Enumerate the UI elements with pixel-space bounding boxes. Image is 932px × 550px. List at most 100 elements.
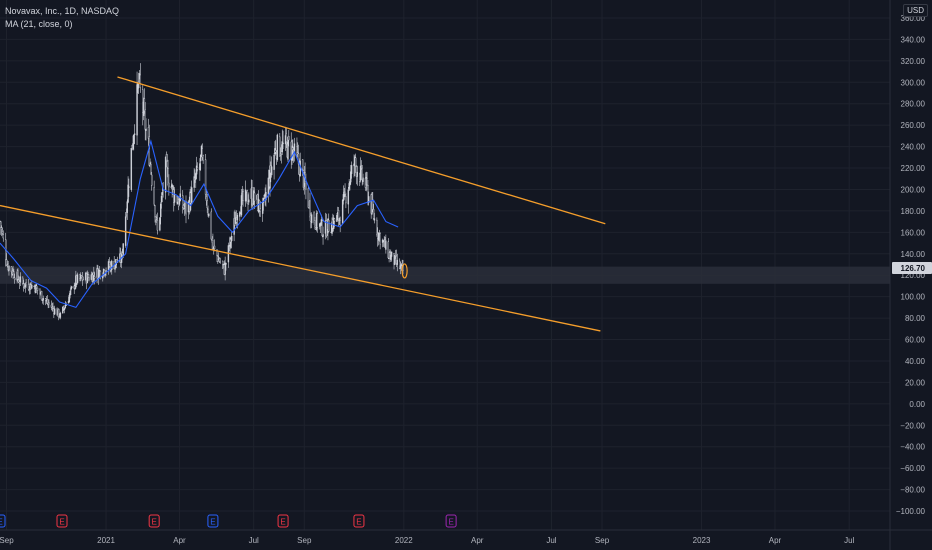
earnings-event-icon[interactable]: E: [207, 514, 219, 528]
candle-body: [314, 220, 316, 227]
candle-body: [195, 165, 198, 175]
x-tick-label: 2021: [97, 536, 115, 545]
symbol-title[interactable]: Novavax, Inc., 1D, NASDAQ: [5, 6, 120, 16]
candle-body: [390, 251, 393, 257]
candle-body: [81, 276, 84, 281]
candle-body: [373, 218, 376, 221]
candle-body: [204, 159, 207, 195]
candle-body: [321, 220, 323, 237]
candle-body: [67, 300, 70, 304]
candle-body: [22, 283, 25, 288]
candle-body: [151, 174, 153, 186]
candle-body: [310, 214, 313, 224]
candle-body: [199, 154, 202, 162]
earnings-event-label: E: [448, 518, 453, 527]
candle-body: [145, 128, 147, 131]
candle-body: [332, 217, 335, 230]
earnings-events[interactable]: EEEEEEE: [0, 514, 457, 528]
candle-body: [350, 171, 352, 183]
y-tick-label: −60.00: [900, 464, 925, 473]
y-tick-label: 280.00: [901, 100, 926, 109]
time-axis[interactable]: Sep 2021 Apr Jul Sep 2022 Apr Jul Sep 2023 Apr Jul: [0, 529, 932, 545]
candle-body: [53, 308, 56, 315]
candle-body: [93, 272, 95, 276]
earnings-event-icon[interactable]: E: [148, 514, 160, 528]
candle-body: [372, 209, 375, 219]
earnings-event-icon[interactable]: E: [353, 514, 365, 528]
candle-body: [336, 215, 338, 222]
candle-body: [354, 157, 357, 167]
x-tick-label: Sep: [595, 536, 610, 545]
candle-body: [160, 195, 163, 203]
candle-body: [229, 237, 231, 248]
candle-body: [236, 214, 239, 221]
candle-body: [239, 212, 241, 217]
y-tick-label: 340.00: [901, 35, 926, 44]
moving-average-series: [0, 139, 399, 309]
price-axis[interactable]: 360.00 340.00 320.00 300.00 280.00 260.00 240.…: [889, 0, 926, 550]
candle-body: [0, 227, 3, 230]
candle-body: [22, 277, 24, 284]
trendline-lower[interactable]: [0, 204, 601, 332]
chart-grid: [0, 0, 890, 530]
candle-body: [39, 289, 41, 295]
candle-body: [62, 307, 65, 309]
candle-body: [222, 263, 225, 266]
y-tick-label: 120.00: [901, 271, 926, 280]
candle-body: [275, 150, 277, 153]
candle-body: [288, 135, 290, 141]
candle-body: [359, 165, 362, 181]
earnings-event-icon[interactable]: E: [445, 514, 457, 528]
candle-body: [251, 187, 253, 205]
candle-body: [166, 161, 168, 168]
candle-body: [206, 200, 208, 209]
candle-body: [122, 243, 124, 255]
candle-body: [299, 160, 301, 177]
candle-body: [216, 249, 218, 256]
candle-body: [287, 137, 289, 160]
candle-body: [142, 89, 144, 113]
candle-body: [387, 241, 390, 259]
last-price-value: 126.70: [901, 264, 926, 273]
candle-body: [345, 196, 347, 204]
candle-body: [48, 302, 50, 305]
candle-body: [156, 219, 159, 231]
candle-body: [196, 167, 199, 170]
y-tick-label: 80.00: [905, 314, 926, 323]
candle-body: [342, 194, 345, 202]
earnings-event-label: E: [280, 518, 285, 527]
candle-body: [130, 148, 133, 190]
candle-body: [0, 221, 2, 228]
indicator-title[interactable]: MA (21, close, 0): [5, 19, 73, 29]
y-tick-label: 40.00: [905, 357, 926, 366]
candle-body: [154, 205, 156, 218]
low-marker-ellipse[interactable]: [401, 263, 408, 279]
x-tick-label: Apr: [471, 536, 484, 545]
candle-body: [262, 197, 265, 203]
trendlines[interactable]: [0, 76, 606, 332]
earnings-event-label: E: [210, 518, 215, 527]
candle-body: [395, 255, 398, 264]
candle-body: [347, 189, 350, 205]
earnings-event-icon[interactable]: E: [0, 514, 6, 528]
candle-body: [10, 266, 13, 272]
candle-body: [69, 290, 71, 296]
candle-body: [172, 187, 174, 189]
candle-body: [24, 283, 26, 288]
y-tick-label: 60.00: [905, 336, 926, 345]
trendline-upper[interactable]: [117, 76, 606, 225]
candle-body: [128, 186, 130, 188]
candle-body: [148, 136, 150, 166]
earnings-event-label: E: [356, 518, 361, 527]
candle-body: [361, 167, 363, 180]
candle-body: [36, 287, 39, 291]
earnings-event-icon[interactable]: E: [277, 514, 289, 528]
candle-body: [25, 282, 27, 286]
candle-body: [111, 260, 113, 270]
candle-body: [173, 194, 176, 203]
currency-label[interactable]: USD: [903, 4, 928, 17]
earnings-event-icon[interactable]: E: [56, 514, 68, 528]
candle-body: [273, 154, 275, 170]
candle-body: [261, 202, 264, 214]
